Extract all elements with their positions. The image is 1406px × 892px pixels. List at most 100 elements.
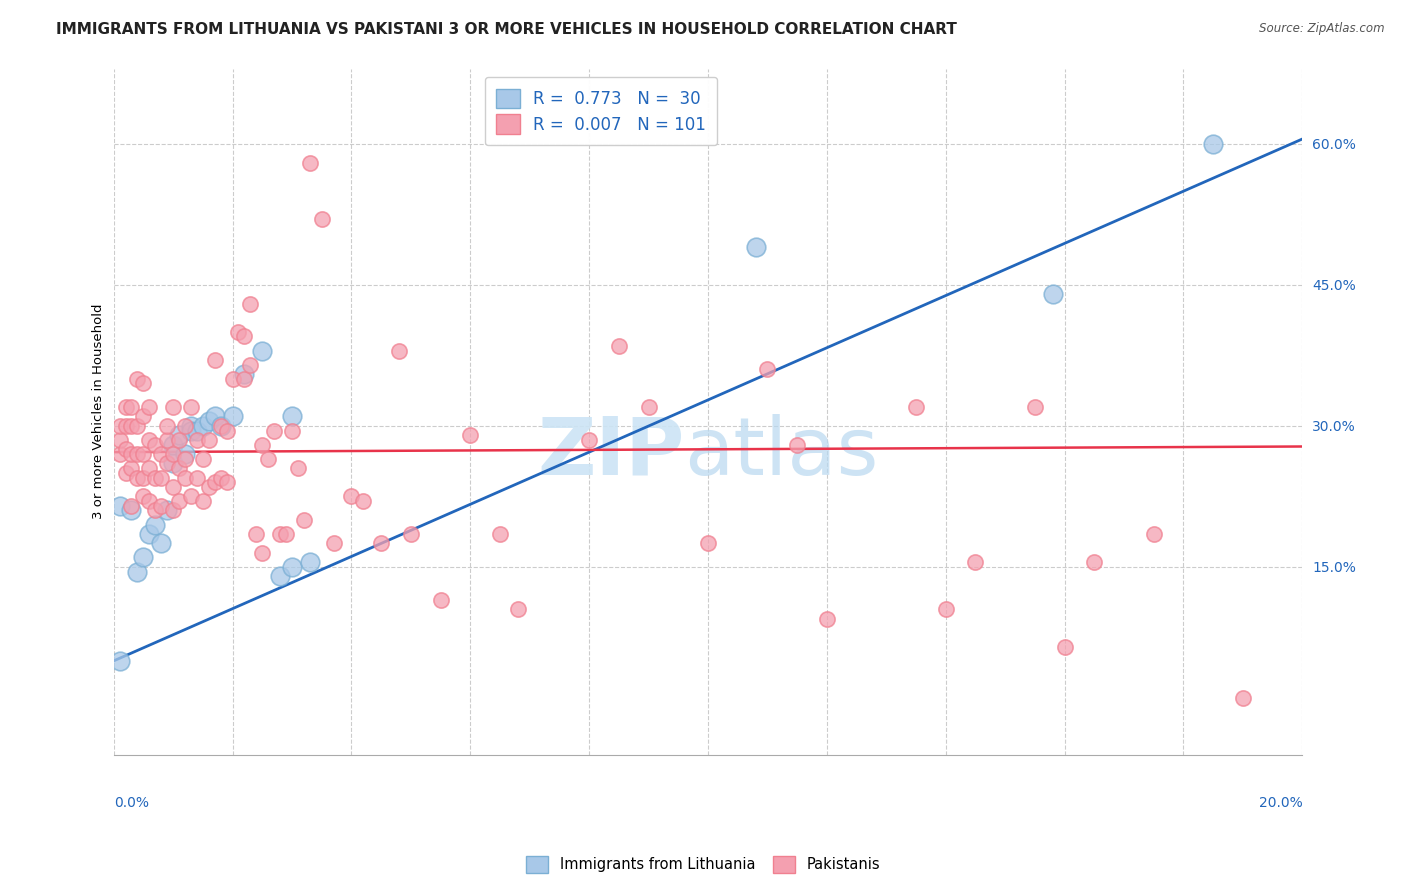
Point — [252, 437, 274, 451]
Point — [458, 428, 481, 442]
Point — [399, 527, 422, 541]
Point — [138, 400, 160, 414]
Point — [114, 400, 136, 414]
Point — [156, 503, 179, 517]
Point — [370, 536, 392, 550]
Point — [156, 433, 179, 447]
Point — [298, 155, 321, 169]
Point — [138, 461, 160, 475]
Point — [162, 447, 184, 461]
Point — [322, 536, 344, 550]
Point — [121, 447, 143, 461]
Point — [127, 418, 149, 433]
Point — [506, 602, 529, 616]
Point — [239, 296, 262, 310]
Point — [1143, 527, 1166, 541]
Point — [180, 400, 202, 414]
Point — [209, 418, 232, 433]
Point — [150, 447, 173, 461]
Point — [162, 437, 184, 451]
Point — [935, 602, 957, 616]
Point — [162, 400, 184, 414]
Y-axis label: 3 or more Vehicles in Household: 3 or more Vehicles in Household — [93, 304, 105, 519]
Point — [340, 489, 363, 503]
Text: atlas: atlas — [685, 414, 879, 491]
Point — [167, 494, 190, 508]
Point — [162, 480, 184, 494]
Point — [180, 418, 202, 433]
Point — [221, 372, 243, 386]
Point — [186, 424, 208, 438]
Text: 20.0%: 20.0% — [1258, 796, 1302, 810]
Point — [1042, 287, 1064, 301]
Point — [197, 414, 219, 428]
Point — [197, 480, 219, 494]
Point — [143, 470, 166, 484]
Point — [174, 451, 197, 466]
Point — [578, 433, 600, 447]
Point — [114, 442, 136, 457]
Point — [744, 240, 766, 254]
Point — [180, 424, 202, 438]
Point — [228, 325, 250, 339]
Text: IMMIGRANTS FROM LITHUANIA VS PAKISTANI 3 OR MORE VEHICLES IN HOUSEHOLD CORRELATI: IMMIGRANTS FROM LITHUANIA VS PAKISTANI 3… — [56, 22, 957, 37]
Text: 0.0%: 0.0% — [114, 796, 149, 810]
Point — [127, 447, 149, 461]
Text: Source: ZipAtlas.com: Source: ZipAtlas.com — [1260, 22, 1385, 36]
Point — [167, 461, 190, 475]
Point — [388, 343, 411, 358]
Point — [257, 451, 280, 466]
Point — [143, 437, 166, 451]
Point — [132, 409, 155, 424]
Point — [108, 654, 131, 668]
Point — [127, 565, 149, 579]
Point — [108, 418, 131, 433]
Point — [209, 418, 232, 433]
Point — [252, 343, 274, 358]
Point — [132, 376, 155, 391]
Point — [162, 503, 184, 517]
Point — [138, 527, 160, 541]
Point — [138, 433, 160, 447]
Point — [174, 470, 197, 484]
Point — [281, 559, 304, 574]
Point — [233, 367, 256, 381]
Point — [108, 447, 131, 461]
Point — [607, 339, 630, 353]
Point — [489, 527, 512, 541]
Point — [132, 470, 155, 484]
Point — [269, 569, 291, 583]
Point — [204, 409, 226, 424]
Point — [904, 400, 927, 414]
Point — [311, 211, 333, 226]
Point — [191, 451, 214, 466]
Point — [352, 494, 374, 508]
Point — [1024, 400, 1046, 414]
Point — [786, 437, 808, 451]
Point — [162, 457, 184, 471]
Point — [815, 611, 838, 625]
Point — [167, 428, 190, 442]
Point — [298, 555, 321, 569]
Point — [127, 372, 149, 386]
Point — [287, 461, 309, 475]
Point — [191, 494, 214, 508]
Point — [108, 499, 131, 513]
Point — [197, 433, 219, 447]
Point — [143, 503, 166, 517]
Point — [215, 475, 238, 490]
Point — [191, 418, 214, 433]
Point — [204, 475, 226, 490]
Point — [281, 409, 304, 424]
Point — [108, 433, 131, 447]
Point — [209, 470, 232, 484]
Point — [186, 470, 208, 484]
Point — [263, 424, 285, 438]
Point — [132, 489, 155, 503]
Point — [429, 592, 451, 607]
Point — [697, 536, 720, 550]
Point — [132, 447, 155, 461]
Point — [180, 489, 202, 503]
Point — [127, 470, 149, 484]
Point — [121, 503, 143, 517]
